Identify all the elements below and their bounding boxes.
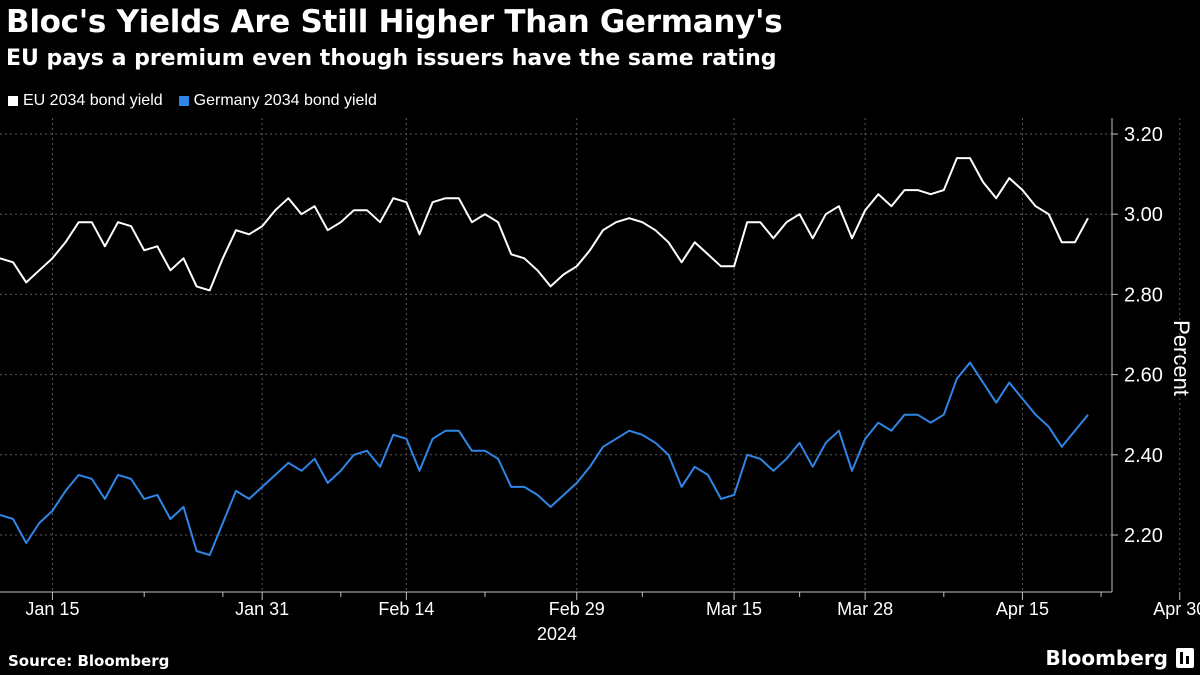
legend-item-eu: EU 2034 bond yield xyxy=(8,92,163,110)
series-line-eu xyxy=(0,157,1089,292)
y-tick-label: 2.80 xyxy=(1124,284,1163,306)
legend-label-germany: Germany 2034 bond yield xyxy=(193,92,377,109)
x-tick-label: Mar 15 xyxy=(706,599,762,619)
x-tick-label: Mar 28 xyxy=(837,599,893,619)
legend-swatch-germany xyxy=(178,96,189,106)
legend-label-eu: EU 2034 bond yield xyxy=(23,92,163,109)
series-line-germany xyxy=(0,361,1089,557)
y-axis-title: Percent xyxy=(1169,320,1194,396)
x-year-label: 2024 xyxy=(537,624,577,644)
y-tick-label: 2.60 xyxy=(1124,365,1163,387)
x-tick-label: Feb 29 xyxy=(549,599,605,619)
y-tick-label: 2.40 xyxy=(1124,445,1163,467)
legend-swatch-eu xyxy=(8,96,18,106)
y-tick-label: 3.00 xyxy=(1124,204,1163,226)
y-tick-label: 3.20 xyxy=(1124,124,1163,146)
x-tick-label: Jan 15 xyxy=(25,599,79,619)
bloomberg-logo-icon xyxy=(1176,648,1194,668)
legend-item-germany: Germany 2034 bond yield xyxy=(178,92,377,110)
x-tick-label: Apr 15 xyxy=(996,599,1049,619)
x-tick-label: Apr 30 xyxy=(1153,599,1200,619)
source-note: Source: Bloomberg xyxy=(8,652,170,670)
x-tick-label: Jan 31 xyxy=(235,599,289,619)
chart-subtitle: EU pays a premium even though issuers ha… xyxy=(6,46,777,71)
y-tick-label: 2.20 xyxy=(1124,525,1163,547)
legend: EU 2034 bond yield Germany 2034 bond yie… xyxy=(8,92,393,110)
brand-wordmark: Bloomberg xyxy=(1045,646,1168,670)
chart-title: Bloc's Yields Are Still Higher Than Germ… xyxy=(6,4,783,40)
x-tick-label: Feb 14 xyxy=(378,599,434,619)
